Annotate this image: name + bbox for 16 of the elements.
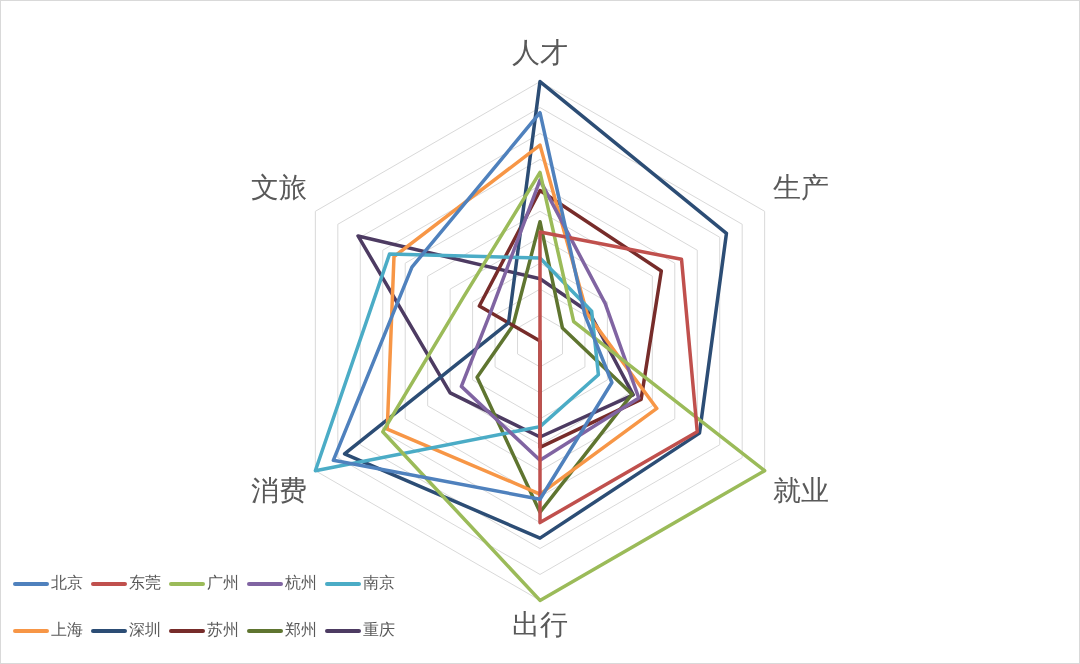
legend-label: 深圳: [129, 620, 161, 641]
legend-label: 上海: [51, 620, 83, 641]
legend-label: 重庆: [363, 620, 395, 641]
spoke-label: 生产: [773, 170, 830, 204]
legend-label: 杭州: [285, 573, 317, 594]
spoke-label: 文旅: [250, 170, 307, 204]
legend-label: 苏州: [207, 620, 239, 641]
legend-label: 北京: [51, 573, 83, 594]
spoke-label: 人才: [512, 36, 568, 70]
spoke-label: 就业: [773, 473, 830, 507]
legend-label: 广州: [207, 573, 239, 594]
legend-label: 东莞: [129, 573, 161, 594]
legend-label: 郑州: [285, 620, 317, 641]
legend-label: 南京: [363, 573, 395, 594]
spoke-label: 消费: [250, 473, 307, 507]
spoke-label: 出行: [512, 608, 568, 642]
